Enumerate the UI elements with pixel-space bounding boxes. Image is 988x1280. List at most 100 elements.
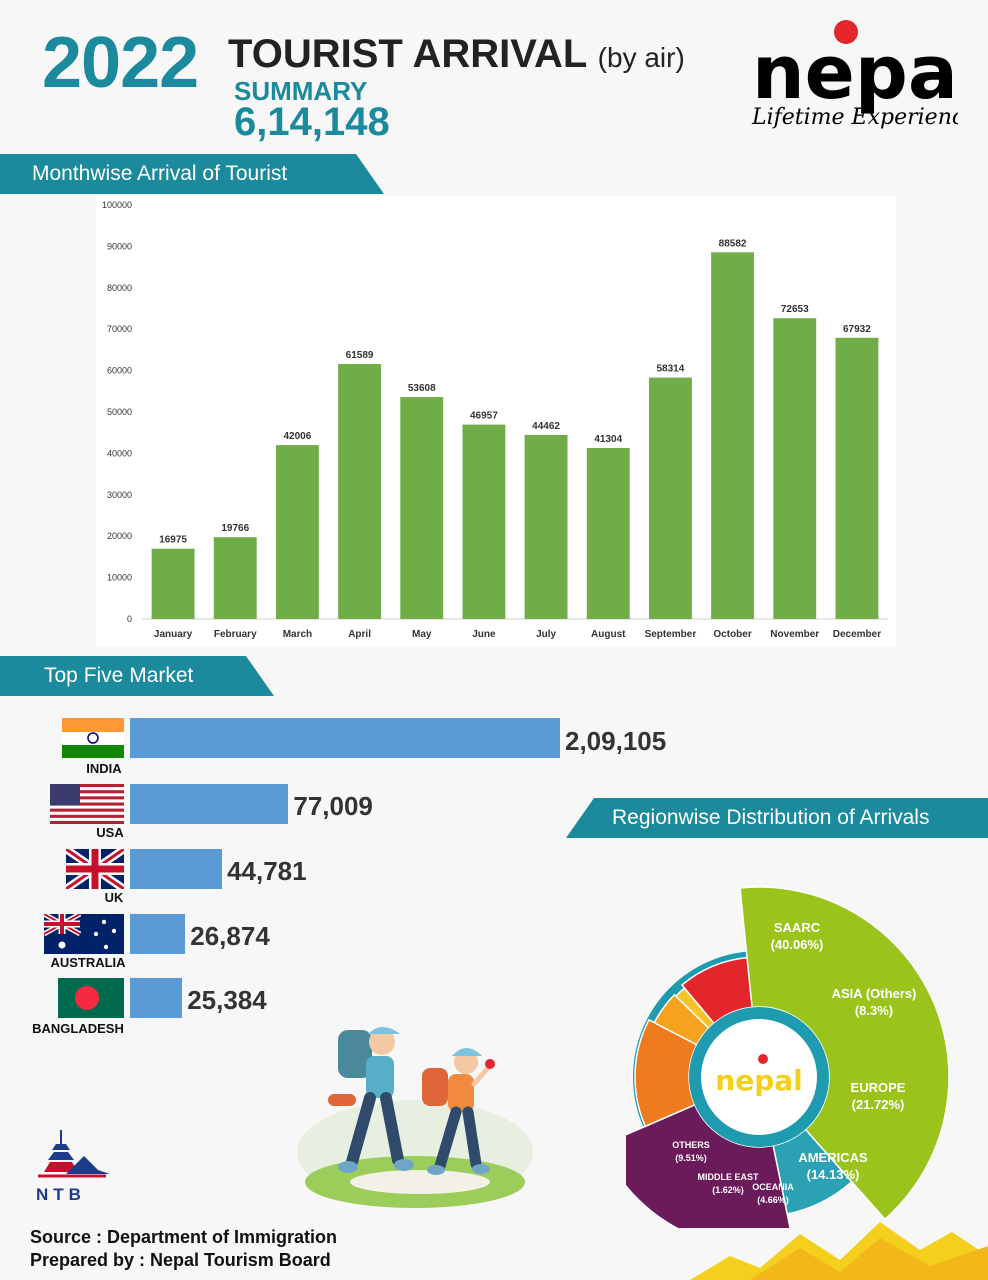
data-label: 67932 <box>843 324 871 335</box>
bar-january <box>151 548 195 619</box>
usa-flag-icon <box>50 784 124 829</box>
region-label: MIDDLE EAST <box>697 1172 759 1182</box>
center-disc <box>701 1019 817 1135</box>
market-name-india: INDIA <box>86 761 122 776</box>
bar-october <box>711 252 755 620</box>
regionwise-distribution-chart: nepal SAARC (40.06%) ASIA (Others) (8.3%) EUR… <box>626 886 950 1228</box>
data-label: 46957 <box>470 411 498 422</box>
ntb-logo-text: NTB <box>36 1185 86 1204</box>
market-bar-bangladesh <box>130 978 183 1018</box>
x-tick-label: September <box>645 629 697 640</box>
hikers-illustration <box>297 1027 533 1208</box>
region-pct: (8.3%) <box>855 1003 893 1018</box>
region-pct: (40.06%) <box>771 937 824 952</box>
summary-label: SUMMARY <box>234 76 368 106</box>
title-suffix: (by air) <box>597 42 685 73</box>
prepared-by-note: Prepared by : Nepal Tourism Board <box>30 1250 331 1270</box>
region-pct: (9.51%) <box>675 1153 707 1163</box>
bar-february <box>213 537 257 619</box>
data-label: 41304 <box>594 434 622 445</box>
summary-total: 6,14,148 <box>234 100 390 144</box>
male-hiker-icon <box>328 1027 414 1173</box>
year-heading: 2022 <box>42 23 199 103</box>
market-value-uk: 44,781 <box>227 856 307 886</box>
region-label: ASIA (Others) <box>832 986 917 1001</box>
australia-flag-icon <box>42 911 124 959</box>
y-tick-label: 10000 <box>107 573 132 583</box>
y-tick-label: 30000 <box>107 490 132 500</box>
uk-flag-icon <box>63 845 127 894</box>
y-tick-label: 80000 <box>107 283 132 293</box>
x-tick-label: May <box>412 629 432 640</box>
bar-november <box>773 318 817 619</box>
y-tick-label: 50000 <box>107 407 132 417</box>
market-bar-usa <box>130 784 289 824</box>
title-main: TOURIST ARRIVAL <box>228 32 587 76</box>
y-tick-label: 90000 <box>107 241 132 251</box>
y-tick-label: 20000 <box>107 531 132 541</box>
source-note: Source : Department of Immigration <box>30 1227 338 1247</box>
section-ribbon-monthwise: Monthwise Arrival of Tourist <box>0 154 384 194</box>
x-tick-label: January <box>154 629 193 640</box>
data-label: 61589 <box>346 350 374 361</box>
nepal-brand-logo: nepal Lifetime Experiences! <box>748 16 988 136</box>
market-name-australia: AUSTRALIA <box>50 955 126 970</box>
market-bar-india <box>130 718 560 758</box>
page-title: TOURIST ARRIVAL (by air) <box>228 32 685 77</box>
data-label: 16975 <box>159 535 187 546</box>
ntb-logo: NTB <box>36 1130 110 1204</box>
region-pct: (1.62%) <box>712 1185 744 1195</box>
market-value-bangladesh: 25,384 <box>187 985 267 1015</box>
data-label: 72653 <box>781 304 809 315</box>
bar-july <box>524 434 568 619</box>
x-tick-label: June <box>472 629 496 640</box>
region-pct: (4.66%) <box>757 1195 789 1205</box>
market-value-india: 2,09,105 <box>565 726 667 756</box>
data-label: 44462 <box>532 421 560 432</box>
nepal-logo-graphic: nepal Lifetime Experiences! <box>751 20 988 130</box>
bar-march <box>275 445 319 619</box>
bar-september <box>648 377 692 619</box>
female-hiker-icon <box>422 1048 495 1175</box>
data-label: 53608 <box>408 383 436 394</box>
region-label: EUROPE <box>851 1080 906 1095</box>
y-tick-label: 0 <box>127 614 132 624</box>
footer-credits: Source : Department of Immigration Prepa… <box>30 1226 337 1272</box>
logo-sun-icon <box>834 20 858 44</box>
region-label: AMERICAS <box>798 1150 868 1165</box>
region-label: SAARC <box>774 920 821 935</box>
center-label: nepal <box>715 1064 802 1097</box>
bar-june <box>462 424 506 619</box>
region-slice-europe <box>626 1103 791 1228</box>
region-label: OCEANIA <box>752 1182 794 1192</box>
region-pct: (14.13%) <box>807 1167 860 1182</box>
logo-word: nepal <box>752 30 958 116</box>
logo-tagline: Lifetime Experiences! <box>751 105 958 130</box>
x-tick-label: October <box>713 629 751 640</box>
y-tick-label: 60000 <box>107 366 132 376</box>
x-tick-label: December <box>833 629 881 640</box>
y-tick-label: 40000 <box>107 448 132 458</box>
bangladesh-flag-icon <box>58 978 124 1023</box>
india-flag-icon <box>62 718 124 763</box>
market-value-australia: 26,874 <box>190 921 270 951</box>
region-pct: (21.72%) <box>852 1097 905 1112</box>
section-ribbon-regionwise: Regionwise Distribution of Arrivals <box>566 798 988 838</box>
y-tick-label: 70000 <box>107 324 132 334</box>
bar-may <box>400 397 444 619</box>
monthly-arrival-chart: 0 10000 20000 30000 40000 50000 60000 70000 8000… <box>96 196 896 646</box>
market-bar-australia <box>130 914 186 954</box>
market-value-usa: 77,009 <box>293 791 373 821</box>
x-tick-label: February <box>214 629 257 640</box>
region-label: OTHERS <box>672 1140 710 1150</box>
x-tick-label: March <box>283 629 312 640</box>
data-label: 19766 <box>221 523 249 534</box>
x-tick-label: August <box>591 629 626 640</box>
x-tick-label: July <box>536 629 556 640</box>
data-label: 58314 <box>657 364 685 375</box>
data-label: 42006 <box>284 431 312 442</box>
bar-april <box>338 364 382 619</box>
center-sun-icon <box>758 1054 768 1064</box>
mountains-decoration <box>690 1222 988 1280</box>
bar-august <box>586 448 630 619</box>
